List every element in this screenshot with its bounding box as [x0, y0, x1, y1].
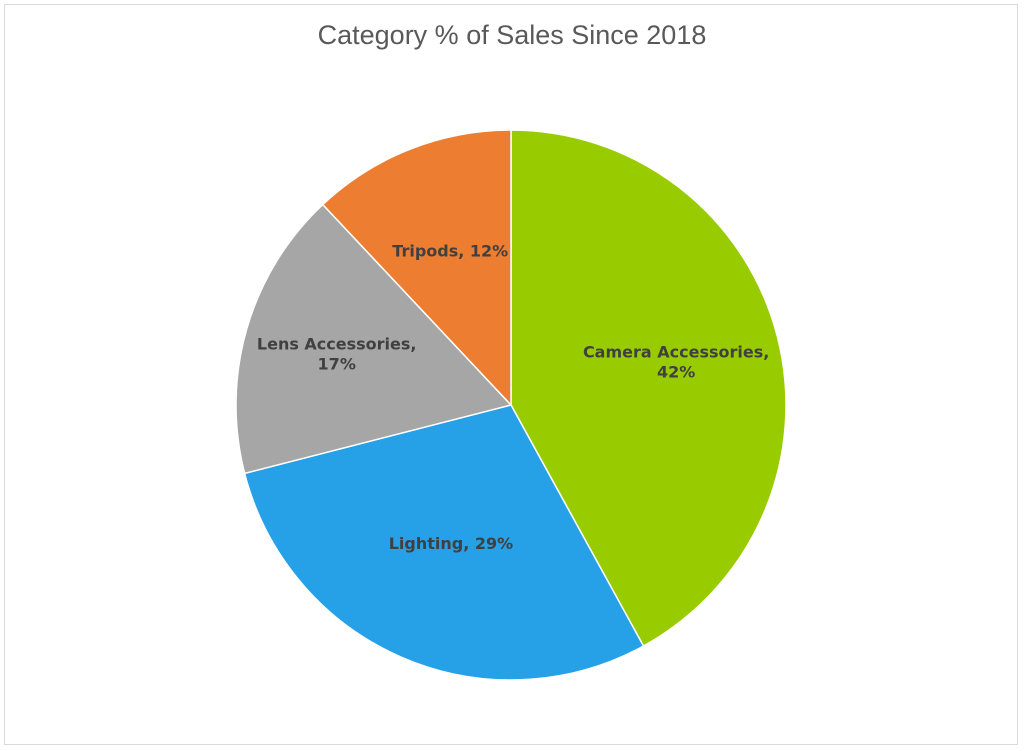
data-label-lens-accessories: Lens Accessories, 17%: [257, 334, 417, 373]
pie-slice-lighting: [243, 404, 645, 681]
data-label-camera-accessories: Camera Accessories, 42%: [583, 343, 769, 382]
chart-title: Category % of Sales Since 2018: [317, 20, 707, 50]
data-label-tripods: Tripods, 12%: [392, 242, 508, 261]
pie-slice-camera-accessories: [510, 129, 787, 648]
pie-slice-tripods: [321, 129, 512, 407]
data-label-lighting: Lighting, 29%: [389, 534, 513, 553]
pie-slice-lens-accessories: [235, 203, 513, 475]
